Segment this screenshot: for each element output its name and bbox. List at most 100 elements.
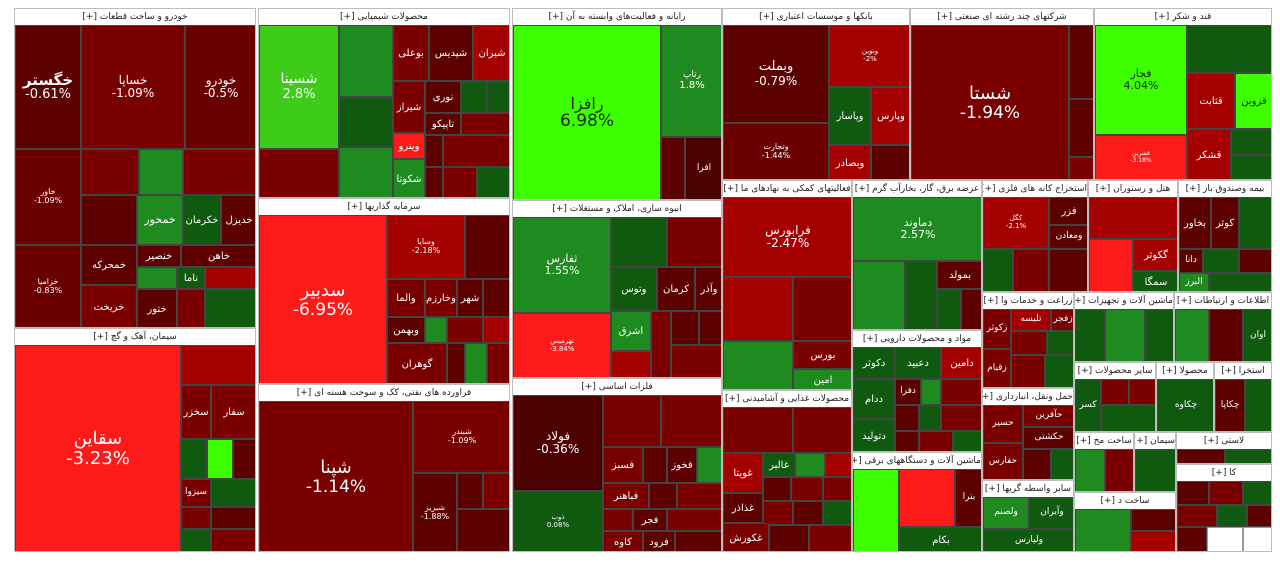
stock-tile[interactable] (919, 431, 953, 451)
stock-tile[interactable] (1245, 379, 1271, 431)
sector-title[interactable]: سیمان [+] (1135, 433, 1175, 450)
stock-tile[interactable]: گکوثر (1133, 239, 1177, 271)
stock-tile[interactable] (1135, 449, 1175, 491)
stock-tile[interactable] (809, 525, 851, 551)
stock-tile[interactable]: حآفرین (1023, 405, 1073, 427)
sector-title[interactable]: انبوه سازی، املاک و مستغلات [+] (513, 201, 721, 218)
stock-tile[interactable] (1231, 129, 1271, 155)
stock-tile[interactable] (465, 215, 509, 279)
stock-tile[interactable] (651, 311, 671, 377)
stock-tile[interactable] (823, 477, 851, 501)
stock-tile[interactable] (953, 431, 981, 451)
stock-tile[interactable] (1209, 481, 1243, 505)
stock-tile[interactable] (259, 149, 339, 197)
stock-tile[interactable]: خساپا -1.09% (81, 25, 185, 149)
sector-title[interactable]: رایانه و فعالیت‌های وابسته به آن [+] (513, 9, 721, 26)
stock-tile[interactable]: شهر (457, 279, 483, 317)
stock-tile[interactable] (1105, 449, 1133, 491)
stock-tile[interactable]: سقاین -3.23% (15, 345, 181, 551)
stock-tile[interactable] (139, 149, 183, 195)
stock-tile[interactable] (793, 277, 851, 341)
stock-tile[interactable]: خکرمان (183, 195, 221, 245)
sector-title[interactable]: محصولات شیمیایی [+] (259, 9, 509, 26)
stock-tile[interactable]: شپدیس (429, 25, 473, 81)
stock-tile[interactable] (823, 501, 851, 525)
sector-title[interactable]: زراعت و خدمات وا [+] (983, 293, 1073, 310)
stock-tile[interactable]: شبریز -1.88% (413, 473, 457, 551)
stock-tile[interactable] (643, 447, 667, 483)
sector-title[interactable]: ماشین آلات و تجهیزات [+] (1075, 293, 1173, 310)
stock-tile[interactable] (447, 317, 483, 343)
stock-tile[interactable] (1175, 309, 1209, 361)
stock-tile[interactable] (667, 509, 721, 531)
sector-title[interactable]: محصولا [+] (1157, 363, 1213, 380)
stock-tile[interactable]: دامین (941, 347, 981, 379)
stock-tile[interactable]: ثهرمیس -3.84% (513, 313, 611, 377)
sector-title[interactable]: سرمایه گذاریها [+] (259, 199, 509, 216)
stock-tile[interactable] (1069, 99, 1093, 157)
stock-tile[interactable]: دفرا (895, 379, 921, 405)
stock-tile[interactable] (723, 341, 793, 389)
stock-tile[interactable] (457, 473, 483, 509)
stock-tile[interactable] (1089, 239, 1133, 291)
stock-tile[interactable]: خگستر -0.61% (15, 25, 81, 149)
stock-tile[interactable] (1209, 273, 1271, 291)
stock-tile[interactable]: خدیزل (221, 195, 255, 245)
stock-tile[interactable]: بوعلی (393, 25, 429, 81)
stock-tile[interactable]: قشکر (1187, 129, 1231, 179)
stock-tile[interactable]: تاپیکو (425, 113, 461, 135)
stock-tile[interactable]: افرا (685, 137, 721, 199)
stock-tile[interactable]: فرابورس -2.47% (723, 197, 851, 277)
stock-tile[interactable] (477, 167, 509, 197)
stock-tile[interactable]: خمحور (137, 195, 183, 245)
stock-tile[interactable] (905, 261, 937, 329)
stock-tile[interactable] (177, 289, 205, 327)
stock-tile[interactable] (1075, 449, 1105, 491)
stock-tile[interactable] (211, 529, 255, 551)
sector-title[interactable]: هتل و رستوران [+] (1089, 181, 1177, 198)
stock-tile[interactable] (1101, 405, 1155, 431)
stock-tile[interactable] (443, 167, 477, 197)
stock-tile[interactable]: کگل -2.1% (983, 197, 1049, 249)
stock-tile[interactable]: قزوین (1235, 73, 1271, 129)
stock-tile[interactable] (723, 407, 793, 453)
stock-tile[interactable] (1243, 527, 1271, 551)
stock-tile[interactable]: چکاپا (1215, 379, 1245, 431)
stock-tile[interactable] (697, 447, 721, 483)
stock-tile[interactable] (1051, 449, 1073, 479)
stock-tile[interactable]: شستا -1.94% (911, 25, 1069, 179)
stock-tile[interactable]: دتولید (853, 419, 895, 451)
stock-tile[interactable] (1069, 157, 1093, 179)
stock-tile[interactable] (793, 407, 851, 453)
sector-title[interactable]: سیمان، آهک و گچ [+] (15, 329, 255, 346)
stock-tile[interactable] (443, 135, 509, 167)
stock-tile[interactable] (1177, 505, 1217, 527)
stock-tile[interactable] (1247, 505, 1271, 527)
stock-tile[interactable] (181, 507, 211, 529)
stock-tile[interactable]: سیزوا (181, 479, 211, 507)
stock-tile[interactable] (425, 317, 447, 343)
stock-tile[interactable] (853, 261, 905, 329)
stock-tile[interactable] (661, 137, 685, 199)
stock-tile[interactable] (207, 439, 233, 479)
stock-tile[interactable]: قثابت (1187, 73, 1235, 129)
stock-tile[interactable] (339, 25, 393, 97)
stock-tile[interactable] (899, 469, 955, 527)
stock-tile[interactable] (1105, 309, 1145, 361)
stock-tile[interactable]: فباهنر (603, 483, 649, 509)
stock-tile[interactable] (677, 483, 721, 509)
stock-tile[interactable] (1011, 355, 1045, 387)
stock-tile[interactable] (671, 311, 699, 345)
stock-tile[interactable]: خزامیا -0.83% (15, 245, 81, 327)
stock-tile[interactable] (1013, 249, 1049, 291)
stock-tile[interactable] (603, 395, 661, 447)
stock-tile[interactable] (487, 81, 509, 113)
stock-tile[interactable]: شکوتا (393, 159, 425, 197)
stock-tile[interactable]: چکاوه (1157, 379, 1213, 431)
stock-tile[interactable] (1187, 25, 1271, 73)
stock-tile[interactable]: شیران (473, 25, 509, 81)
sector-title[interactable]: فلزات اساسی [+] (513, 379, 721, 396)
stock-tile[interactable] (137, 267, 177, 289)
stock-tile[interactable] (233, 439, 255, 479)
stock-tile[interactable]: فزر (1049, 197, 1087, 225)
